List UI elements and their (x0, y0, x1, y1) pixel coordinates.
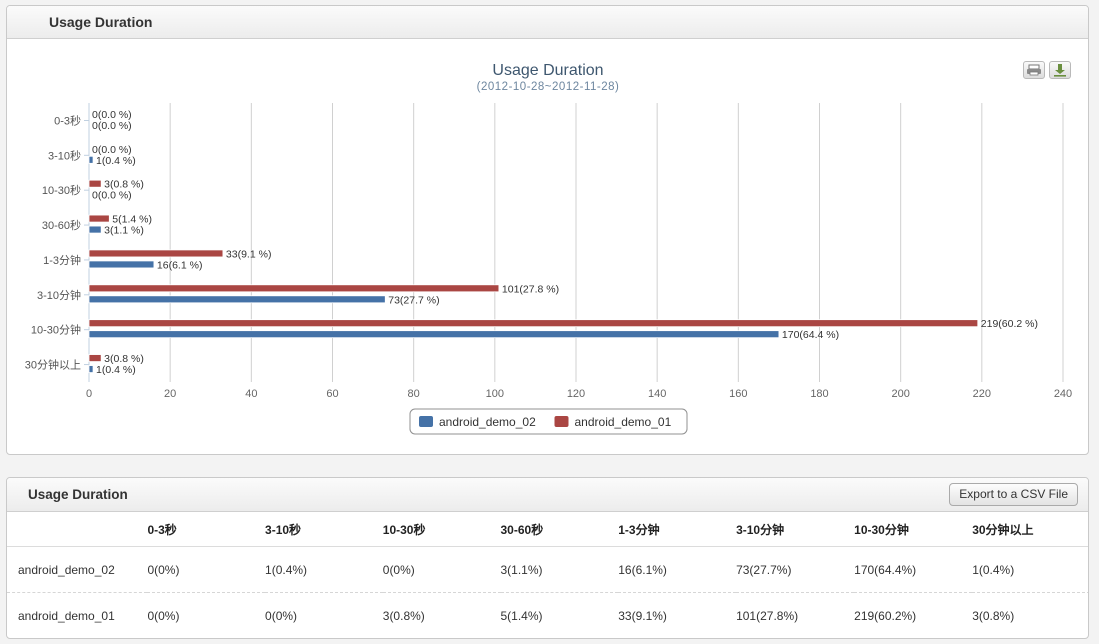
x-tick-label: 220 (973, 388, 991, 400)
x-tick-label: 120 (567, 388, 585, 400)
table-cell: 33(9.1%) (618, 608, 667, 623)
x-tick-label: 240 (1054, 388, 1072, 400)
bar (88, 295, 386, 304)
category-label: 30-60秒 (42, 218, 81, 232)
table-header-cell: 10-30秒 (382, 512, 501, 547)
bar (88, 249, 224, 258)
bar (88, 319, 979, 328)
table-header-cell: 30分钟以上 (972, 512, 1088, 547)
data-label: 0(0.0 %) (92, 120, 132, 132)
table-header-cell: 30-60秒 (500, 512, 619, 547)
table-cell: 0(0%) (147, 546, 266, 593)
table-panel-header: Usage Duration (7, 478, 1088, 512)
table-header-cell: 0-3秒 (147, 512, 266, 547)
x-tick-label: 0 (86, 388, 92, 400)
data-label: 101(27.8 %) (502, 283, 559, 295)
x-tick-label: 180 (810, 388, 828, 400)
bar (88, 214, 110, 223)
data-label: 16(6.1 %) (157, 259, 203, 271)
x-tick-label: 20 (164, 388, 176, 400)
bar (88, 155, 94, 164)
data-label: 5(1.4 %) (112, 214, 152, 226)
legend-label: android_demo_01 (575, 415, 672, 429)
table-header-cell: 10-30分钟 (854, 512, 973, 547)
data-label: 170(64.4 %) (782, 329, 839, 341)
data-label: 0(0.0 %) (92, 109, 132, 121)
x-tick-label: 40 (245, 388, 257, 400)
data-label: 3(0.8 %) (104, 353, 144, 365)
chart-title: Usage Duration (492, 62, 603, 79)
legend-swatch (419, 416, 433, 427)
x-tick-label: 100 (486, 388, 504, 400)
table-header-row: 0-3秒 3-10秒 10-30秒 30-60秒 1-3分钟 3-10分钟 10… (7, 512, 1088, 547)
x-tick-label: 140 (648, 388, 666, 400)
data-label: 1(0.4 %) (96, 364, 136, 376)
category-label: 10-30秒 (42, 183, 81, 197)
table-header-cell: 3-10秒 (265, 512, 383, 547)
chart-panel-header: Usage Duration (7, 6, 1088, 39)
table-row: android_demo_02 0(0%) 1(0.4%) 0(0%) 3(1.… (7, 546, 1088, 593)
bar (88, 225, 102, 234)
category-label: 3-10分钟 (37, 288, 81, 302)
table-cell: 3(0.8%) (382, 608, 425, 623)
category-label: 3-10秒 (48, 148, 81, 162)
table-header-cell: 3-10分钟 (736, 512, 855, 547)
bar (88, 179, 102, 188)
export-csv-button[interactable]: Export to a CSV File (949, 483, 1078, 506)
data-label: 0(0.0 %) (92, 144, 132, 156)
data-label: 3(1.1 %) (104, 225, 144, 237)
table-header-cell: 1-3分钟 (618, 512, 737, 547)
download-icon[interactable] (1049, 61, 1071, 79)
data-label: 0(0.0 %) (92, 190, 132, 202)
category-label: 1-3分钟 (43, 253, 81, 267)
table-cell: 73(27.7%) (736, 546, 855, 593)
category-label: 10-30分钟 (31, 323, 81, 337)
table-cell: 1(0.4%) (265, 546, 383, 593)
bar (88, 354, 102, 362)
table-panel: Usage Duration Export to a CSV File 0-3秒… (6, 477, 1089, 639)
table-cell: 16(6.1%) (618, 546, 737, 593)
legend-box (409, 408, 688, 435)
usage-duration-table: 0-3秒 3-10秒 10-30秒 30-60秒 1-3分钟 3-10分钟 10… (7, 512, 1088, 639)
chart-subtitle: (2012-10-28~2012-11-28) (477, 81, 620, 93)
category-label: 0-3秒 (54, 113, 81, 127)
legend-swatch (554, 416, 569, 427)
data-label: 1(0.4 %) (96, 155, 136, 167)
table-cell: 0(0%) (147, 608, 180, 623)
data-label: 3(0.8 %) (104, 179, 144, 191)
table-cell: 170(64.4%) (854, 546, 973, 593)
data-label: 73(27.7 %) (388, 294, 439, 306)
category-label: 30分钟以上 (25, 358, 81, 372)
table-cell: 1(0.4%) (972, 546, 1088, 593)
table-cell: 0(0%) (265, 608, 298, 623)
table-cell: 5(1.4%) (500, 608, 543, 623)
table-cell: 219(60.2%) (854, 608, 917, 623)
x-tick-label: 60 (326, 388, 338, 400)
table-cell: 101(27.8%) (736, 608, 799, 623)
x-tick-label: 200 (891, 388, 909, 400)
usage-duration-chart: Usage Duration (2012-10-28~2012-11-28) 0 20… (25, 62, 1072, 435)
x-tick-label: 160 (729, 388, 747, 400)
print-icon[interactable] (1023, 61, 1045, 79)
x-tick-label: 80 (408, 388, 420, 400)
table-cell: 0(0%) (382, 546, 501, 593)
table-header-cell (7, 512, 148, 547)
bar (88, 260, 155, 269)
chart-panel: Usage Duration Usage Duration (2012-10-28… (6, 5, 1089, 455)
table-cell: android_demo_01 (18, 608, 115, 623)
table-cell: 3(1.1%) (500, 546, 619, 593)
bar (88, 330, 780, 339)
legend-label: android_demo_02 (439, 415, 536, 429)
bar (88, 365, 94, 373)
data-label: 33(9.1 %) (226, 248, 272, 260)
table-cell: 3(0.8%) (972, 608, 1015, 623)
bar (88, 284, 500, 293)
table-row: android_demo_01 0(0%) 0(0%) 3(0.8%) 5(1.… (7, 593, 1088, 639)
table-cell: android_demo_02 (7, 546, 148, 593)
data-label: 219(60.2 %) (981, 318, 1038, 330)
